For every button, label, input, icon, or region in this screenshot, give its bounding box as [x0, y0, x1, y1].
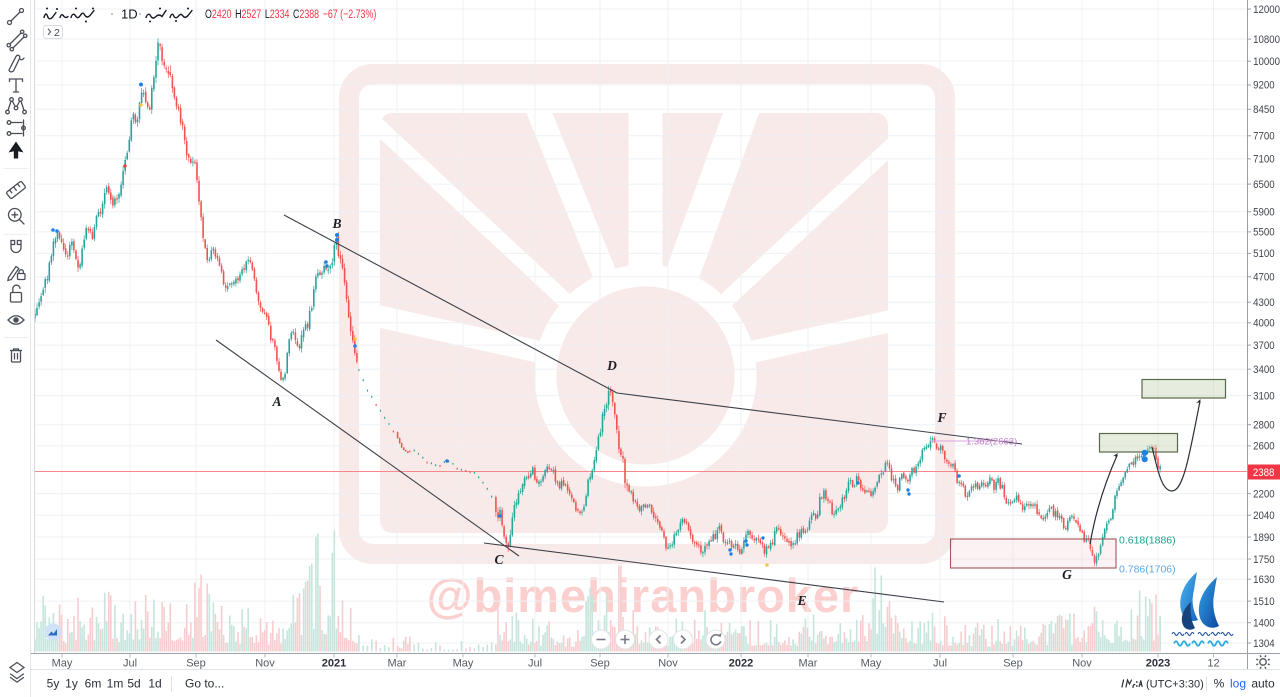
svg-text:E: E: [796, 593, 806, 608]
svg-text:1890: 1890: [1253, 532, 1275, 544]
svg-text:2040: 2040: [1253, 511, 1275, 523]
svg-text:2388: 2388: [1253, 468, 1275, 480]
svg-text:3700: 3700: [1253, 340, 1275, 352]
svg-text:B: B: [331, 216, 341, 231]
svg-text:log: log: [1230, 677, 1246, 691]
svg-text:5900: 5900: [1253, 207, 1275, 219]
svg-text:7700: 7700: [1253, 131, 1275, 143]
svg-text:C: C: [494, 552, 504, 567]
svg-text:12000: 12000: [1253, 4, 1280, 16]
svg-text:2200: 2200: [1253, 489, 1275, 501]
svg-text:0.786(1706): 0.786(1706): [1119, 564, 1176, 576]
svg-text:May: May: [861, 658, 882, 670]
svg-text:Jul: Jul: [933, 658, 947, 670]
svg-text:Nov: Nov: [1072, 658, 1092, 670]
svg-text:1630: 1630: [1253, 575, 1275, 587]
svg-text:4700: 4700: [1253, 272, 1275, 284]
svg-text:1y: 1y: [65, 677, 78, 691]
svg-text:5d: 5d: [127, 677, 140, 691]
svg-text:Go to...: Go to...: [185, 677, 224, 691]
svg-text:Mar: Mar: [799, 658, 818, 670]
svg-text:5500: 5500: [1253, 227, 1275, 239]
svg-text:4000: 4000: [1253, 318, 1275, 330]
svg-text:1304: 1304: [1253, 638, 1275, 650]
svg-text:2023: 2023: [1146, 658, 1170, 670]
svg-text:3100: 3100: [1253, 391, 1275, 403]
svg-text:Sep: Sep: [1003, 658, 1023, 670]
svg-text:1400: 1400: [1253, 618, 1275, 630]
svg-text:1750: 1750: [1253, 554, 1275, 566]
svg-text:Jul: Jul: [528, 658, 542, 670]
svg-text:1510: 1510: [1253, 596, 1275, 608]
svg-text:%: %: [1214, 677, 1225, 691]
svg-text:4300: 4300: [1253, 298, 1275, 310]
svg-text:1.382(2663): 1.382(2663): [966, 437, 1017, 448]
svg-text:Sep: Sep: [590, 658, 610, 670]
svg-text:2600: 2600: [1253, 441, 1275, 453]
svg-text:0.618(1886): 0.618(1886): [1119, 535, 1176, 547]
svg-text:10000: 10000: [1253, 56, 1280, 68]
svg-text:May: May: [453, 658, 474, 670]
svg-text:G: G: [1062, 567, 1072, 582]
svg-text:1D: 1D: [121, 7, 138, 22]
svg-text:8450: 8450: [1253, 105, 1275, 117]
svg-text:Jul: Jul: [123, 658, 137, 670]
svg-text:2022: 2022: [729, 658, 753, 670]
svg-text:D: D: [606, 358, 617, 373]
svg-text:Nov: Nov: [255, 658, 275, 670]
svg-text:3400: 3400: [1253, 365, 1275, 377]
svg-text:May: May: [52, 658, 73, 670]
svg-text:Nov: Nov: [658, 658, 678, 670]
svg-text:Mar: Mar: [388, 658, 407, 670]
svg-text:1d: 1d: [148, 677, 161, 691]
svg-text:6500: 6500: [1253, 179, 1275, 191]
svg-text:F: F: [936, 410, 946, 425]
svg-text:10800: 10800: [1253, 34, 1280, 46]
svg-text:12: 12: [1207, 658, 1219, 670]
svg-text:Sep: Sep: [186, 658, 206, 670]
svg-text:auto: auto: [1251, 677, 1275, 691]
svg-text:9200: 9200: [1253, 80, 1275, 92]
svg-text:2800: 2800: [1253, 420, 1275, 432]
svg-text:(UTC+3:30): (UTC+3:30): [1146, 679, 1204, 691]
svg-text:5100: 5100: [1253, 249, 1275, 261]
svg-text:@bimehiranbroker: @bimehiranbroker: [427, 569, 860, 622]
svg-text:1m: 1m: [107, 677, 124, 691]
svg-text:5y: 5y: [47, 677, 60, 691]
svg-text:6m: 6m: [85, 677, 102, 691]
svg-text:A: A: [271, 394, 281, 409]
svg-text:7100: 7100: [1253, 154, 1275, 166]
svg-text:2: 2: [54, 27, 60, 39]
svg-text:2021: 2021: [322, 658, 346, 670]
